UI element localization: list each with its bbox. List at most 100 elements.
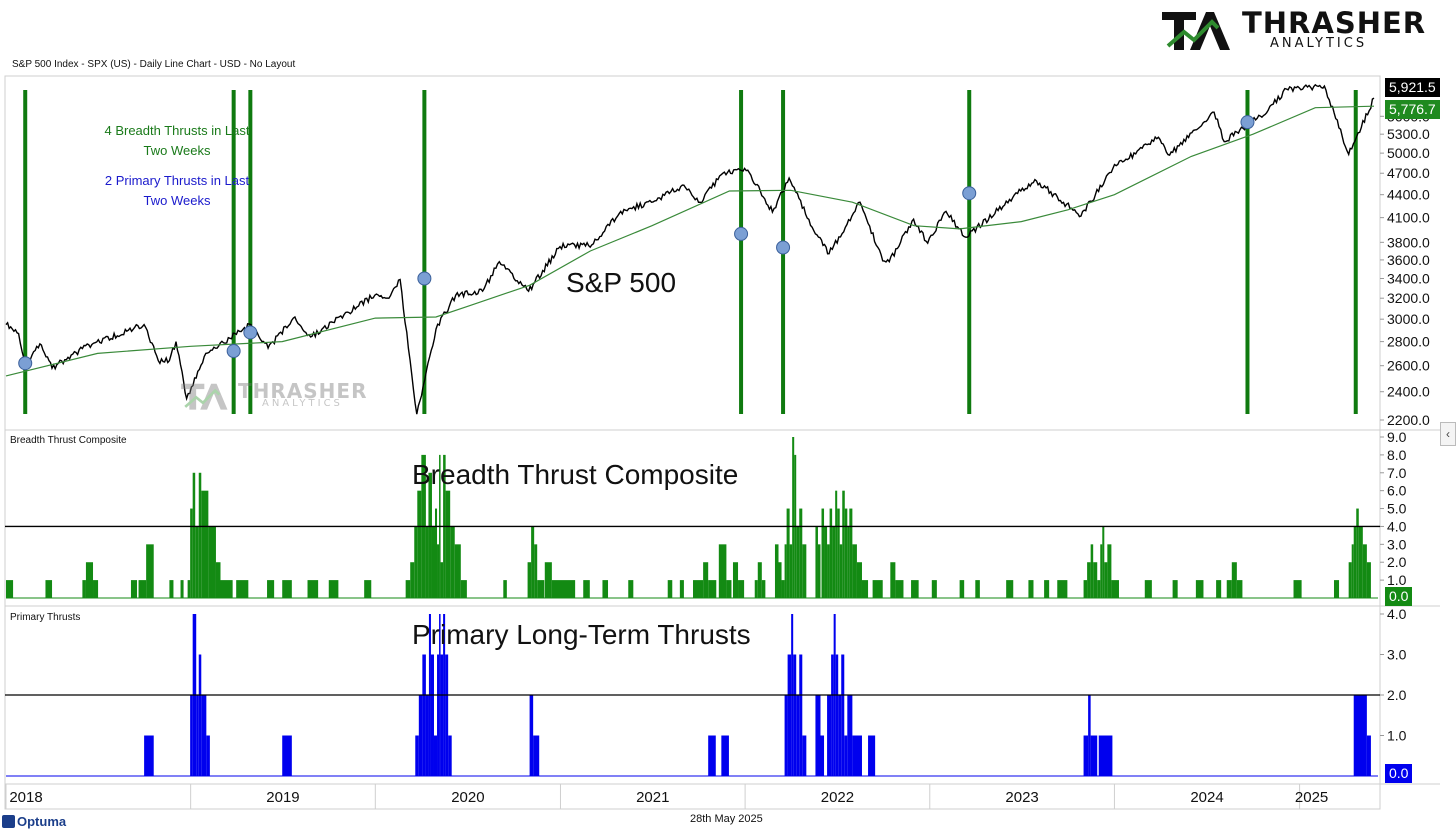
breadth-bar xyxy=(169,580,174,598)
primary-note-line-1: 2 Primary Thrusts in Last xyxy=(104,173,250,188)
primary-bar xyxy=(437,654,440,776)
x-tick-label: 2025 xyxy=(1295,789,1328,806)
breadth-bar xyxy=(931,580,937,598)
breadth-bar xyxy=(450,526,455,598)
primary-bar xyxy=(445,654,449,776)
primary-bar xyxy=(708,735,716,776)
last-price-label: 5,921.5 xyxy=(1385,78,1440,97)
breadth-bar xyxy=(1057,580,1068,598)
primary-bar xyxy=(190,695,193,776)
breadth-y-tick-label: 4.0 xyxy=(1387,518,1407,534)
breadth-bar xyxy=(738,580,745,598)
breadth-bar xyxy=(754,580,758,598)
primary-bar xyxy=(529,695,534,776)
moving-average-line xyxy=(5,105,1375,377)
breadth-bar xyxy=(792,437,795,598)
primary-bar xyxy=(793,654,797,776)
breadth-panel-title: Breadth Thrust Composite xyxy=(412,459,739,490)
primary-bar xyxy=(796,695,800,776)
breadth-bar xyxy=(872,580,883,598)
price-y-tick-label: 2600.0 xyxy=(1387,358,1430,374)
primary-bar xyxy=(784,695,788,776)
chart-info-header: S&P 500 Index - SPX (US) - Daily Line Ch… xyxy=(12,59,296,70)
breadth-bar xyxy=(190,508,193,598)
primary-bar xyxy=(1353,695,1367,776)
breadth-bar xyxy=(236,580,249,598)
price-y-tick-label: 2800.0 xyxy=(1387,334,1430,350)
breadth-bar xyxy=(1102,526,1105,598)
breadth-bar xyxy=(789,544,793,598)
breadth-bar xyxy=(628,580,634,598)
primary-bar xyxy=(144,735,154,776)
breadth-bar xyxy=(1107,544,1112,598)
breadth-bar xyxy=(130,580,138,598)
breadth-bar xyxy=(267,580,275,598)
thrust-marker xyxy=(1240,115,1255,130)
breadth-bar xyxy=(431,526,436,598)
breadth-bar xyxy=(551,580,576,598)
x-tick-label: 2019 xyxy=(266,789,299,806)
breadth-bar xyxy=(799,508,803,598)
primary-y-tick-label: 1.0 xyxy=(1387,728,1407,744)
breadth-bar xyxy=(1226,580,1232,598)
x-tick-label: 2021 xyxy=(636,789,669,806)
thrust-marker xyxy=(417,271,432,286)
watermark-subtitle: ANALYTICS xyxy=(262,398,343,409)
optuma-o-icon xyxy=(2,815,15,828)
primary-bar xyxy=(1098,735,1113,776)
breadth-bar xyxy=(1093,562,1098,598)
breadth-bar xyxy=(1231,562,1237,598)
primary-bar xyxy=(799,654,803,776)
breadth-bar xyxy=(1006,580,1014,598)
breadth-bar xyxy=(414,526,418,598)
breadth-bar xyxy=(93,580,99,598)
breadth-bar xyxy=(454,544,461,598)
primary-bar xyxy=(422,654,426,776)
breadth-bar xyxy=(817,544,821,598)
breadth-y-tick-label: 7.0 xyxy=(1387,465,1407,481)
breadth-bar xyxy=(531,526,535,598)
breadth-bar xyxy=(146,544,154,598)
breadth-bar xyxy=(757,562,762,598)
breadth-bar xyxy=(708,580,717,598)
ta-watermark-icon xyxy=(181,383,228,410)
primary-bar xyxy=(838,695,842,776)
primary-y-tick-label: 4.0 xyxy=(1387,606,1407,622)
breadth-bar xyxy=(428,472,432,598)
breadth-bar xyxy=(726,580,732,598)
breadth-bar xyxy=(425,526,429,598)
collapse-panel-chevron-icon[interactable]: ‹ xyxy=(1440,422,1456,446)
breadth-bar xyxy=(583,580,590,598)
breadth-bar xyxy=(835,490,838,598)
thrust-marker xyxy=(734,226,749,241)
optuma-brand: Optuma xyxy=(2,814,66,829)
breadth-note-line-1: 4 Breadth Thrusts in Last xyxy=(104,123,250,138)
breadth-y-tick-label: 1.0 xyxy=(1387,572,1407,588)
breadth-bar xyxy=(890,562,896,598)
breadth-bar xyxy=(1028,580,1034,598)
breadth-bar xyxy=(1356,508,1359,598)
primary-bar xyxy=(844,735,848,776)
price-y-tick-label: 4100.0 xyxy=(1387,210,1430,226)
breadth-bar xyxy=(827,544,830,598)
breadth-bar xyxy=(1044,580,1050,598)
primary-note-line-2: Two Weeks xyxy=(143,193,211,208)
breadth-bar xyxy=(786,508,790,598)
chart-frame xyxy=(4,75,1440,810)
primary-bar xyxy=(1083,735,1089,776)
breadth-bar xyxy=(732,562,739,598)
breadth-bar xyxy=(192,472,196,598)
breadth-bar xyxy=(195,526,199,598)
breadth-bar xyxy=(667,580,673,598)
primary-bar xyxy=(787,654,792,776)
breadth-bar xyxy=(82,580,86,598)
breadth-bar xyxy=(774,544,779,598)
breadth-bar xyxy=(435,508,438,598)
breadth-panel-label: Breadth Thrust Composite xyxy=(10,435,127,446)
breadth-y-tick-label: 3.0 xyxy=(1387,536,1407,552)
x-tick-label: 2022 xyxy=(821,789,854,806)
breadth-bar xyxy=(1293,580,1302,598)
primary-bar xyxy=(448,735,452,776)
primary-bar xyxy=(820,735,825,776)
x-tick-label: 2018 xyxy=(9,789,42,806)
